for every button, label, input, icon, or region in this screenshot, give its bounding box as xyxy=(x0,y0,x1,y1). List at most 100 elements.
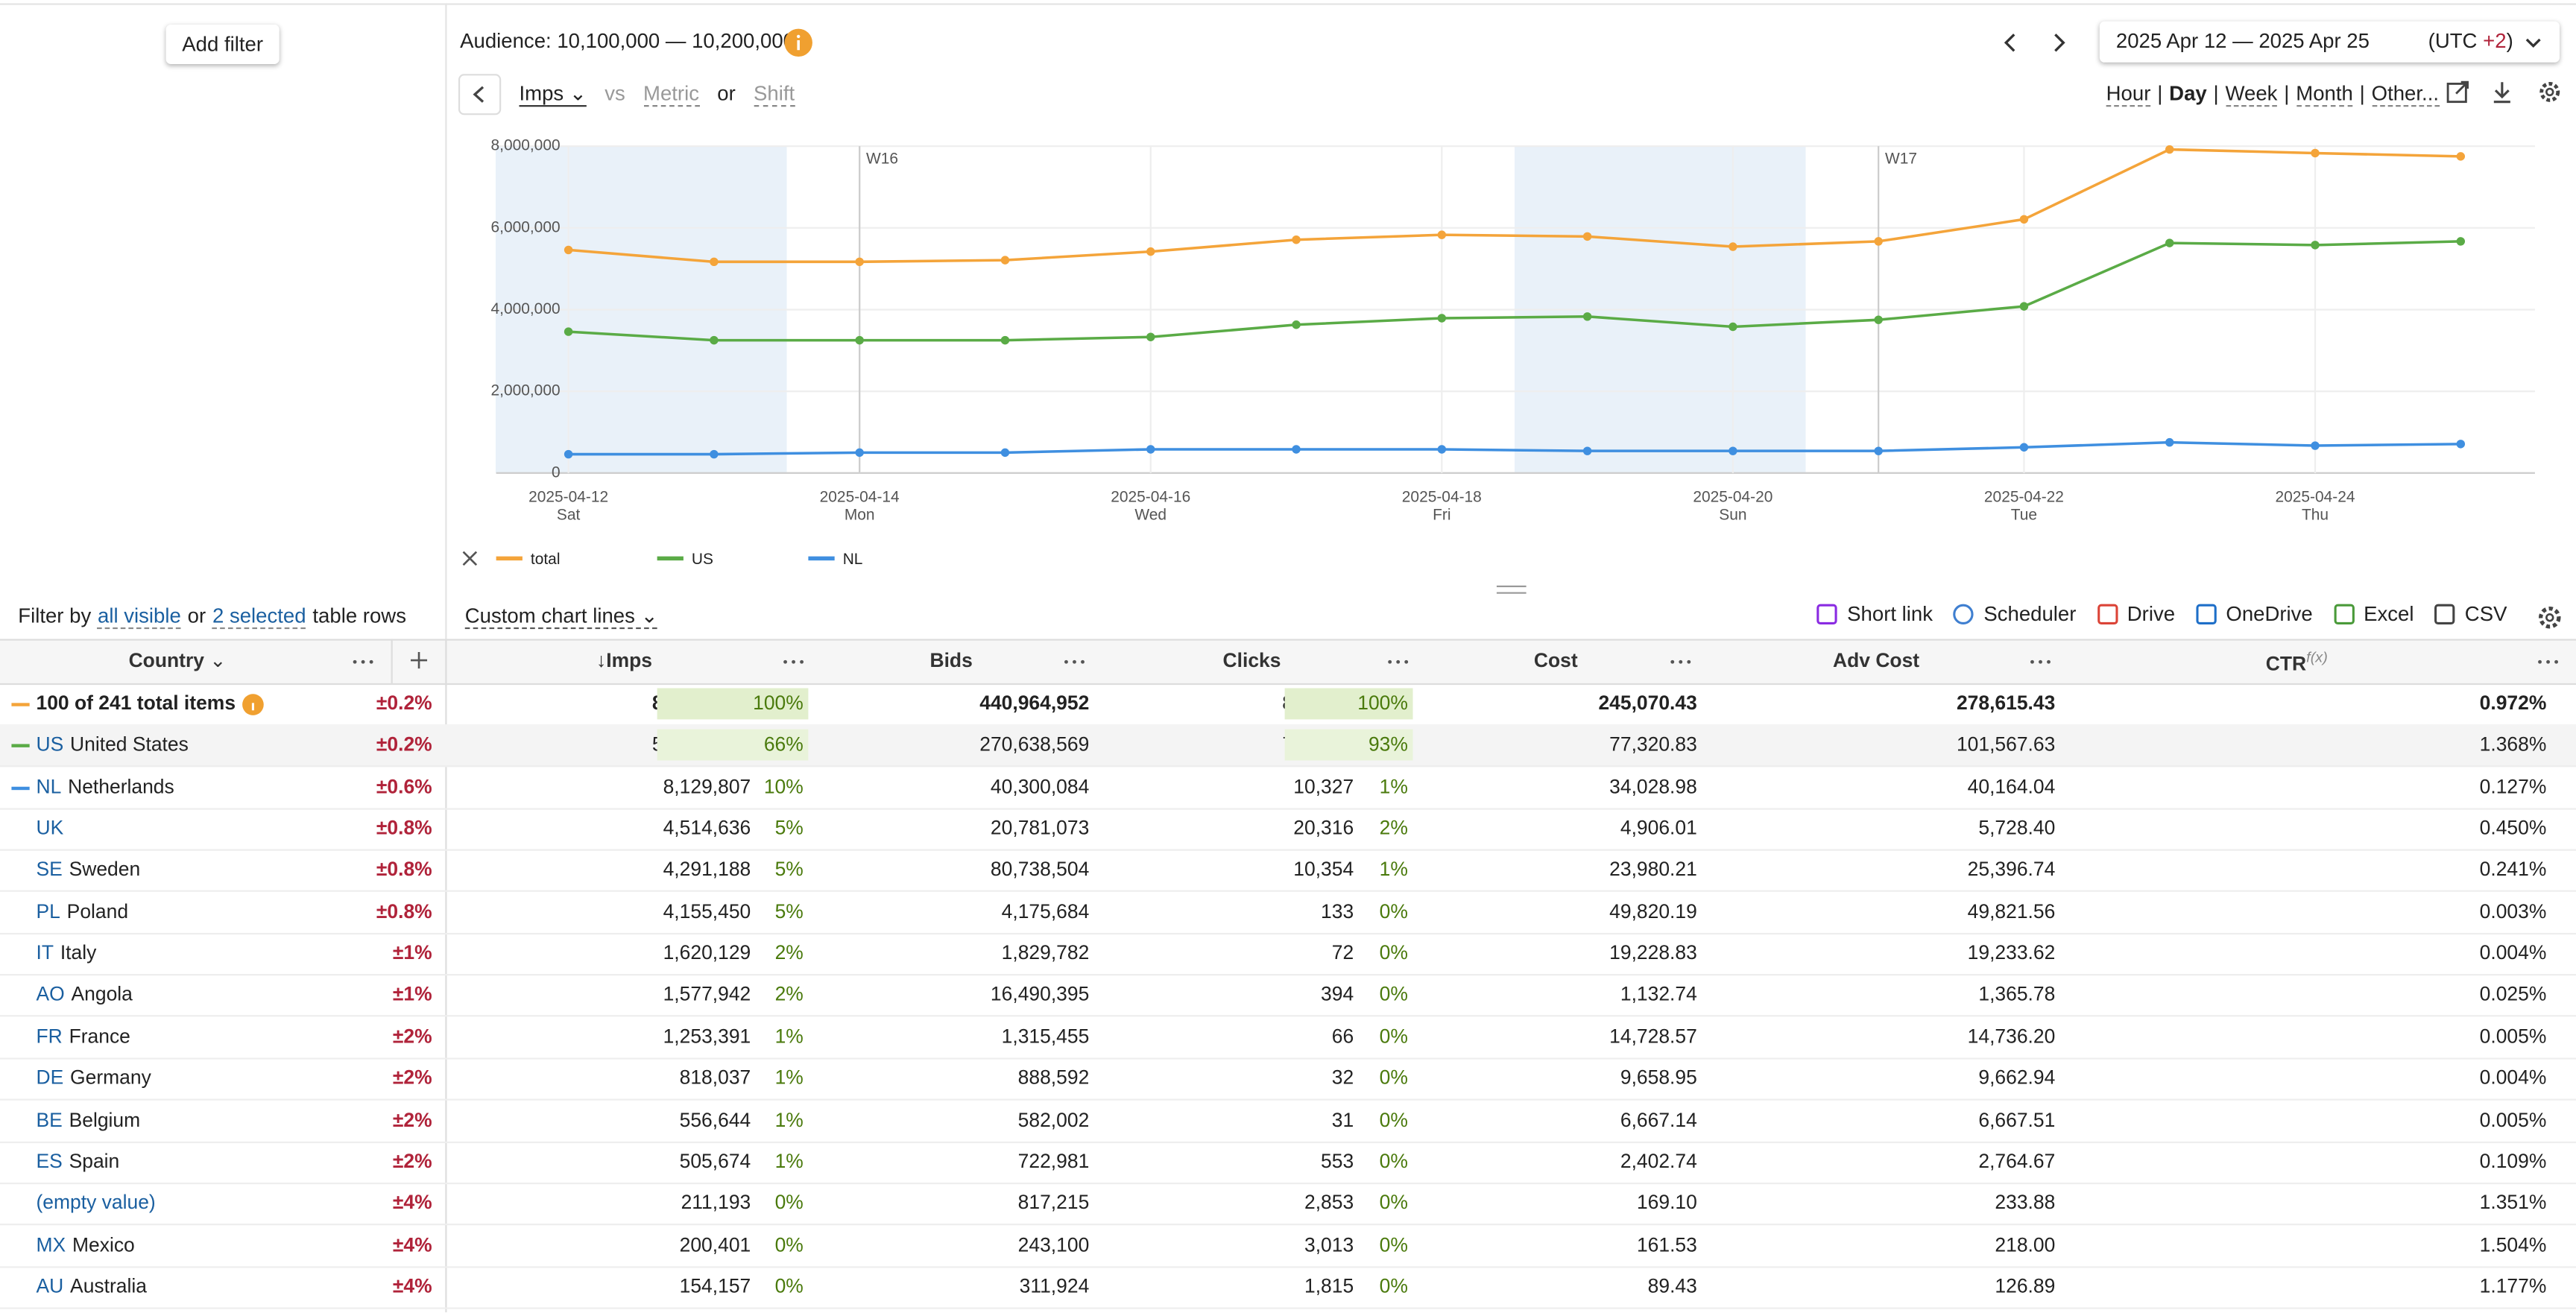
share-highlight xyxy=(1284,730,1413,762)
series-line xyxy=(568,148,2461,264)
ctr-cell: 0.972% xyxy=(2479,691,2547,715)
country-cell: AO Angola xyxy=(36,975,132,1016)
y-tick-label: 8,000,000 xyxy=(491,137,561,154)
table-row[interactable]: BE Belgium ±2% 556,644 1% 582,002 31 0% 6,667.14… xyxy=(0,1100,2576,1142)
separator: | xyxy=(2213,82,2219,106)
column-menu[interactable] xyxy=(352,657,375,667)
legend-label: total xyxy=(531,551,561,568)
err-cell: ±0.8% xyxy=(376,858,432,882)
granularity-option[interactable]: Other... xyxy=(2371,82,2440,107)
column-header[interactable]: CTRf(x) xyxy=(2198,649,2395,675)
resize-handle[interactable] xyxy=(1495,583,1528,596)
column-header[interactable]: Adv Cost xyxy=(1778,649,1974,672)
granularity-option[interactable]: Hour xyxy=(2106,82,2151,107)
table-row[interactable]: 100 of 241 total items±0.2%84,448,945100… xyxy=(0,683,2576,727)
x-tick-weekday: Sat xyxy=(557,507,581,524)
point xyxy=(2019,215,2029,224)
imps-cell: 154,157 xyxy=(679,1274,751,1297)
country-code: AU xyxy=(36,1274,64,1297)
granularity-option[interactable]: Week xyxy=(2225,82,2278,107)
metric-select[interactable]: Imps ⌄ xyxy=(519,80,587,107)
table-row[interactable]: IT Italy ±1% 1,620,129 2% 1,829,782 72 0% 19,228… xyxy=(0,933,2576,976)
back-button[interactable] xyxy=(458,74,503,116)
country-name: Belgium xyxy=(69,1107,141,1131)
chart-tools[interactable] xyxy=(2441,77,2566,110)
table-row[interactable]: MX Mexico ±4% 200,401 0% 243,100 3,013 0% 161.53… xyxy=(0,1224,2576,1268)
clear-lines[interactable] xyxy=(460,548,479,568)
clicks-cell: 394 xyxy=(1321,983,1354,1006)
export-action[interactable]: OneDrive xyxy=(2195,603,2313,626)
clicks-cell: 133 xyxy=(1321,899,1354,923)
country-name: 100 of 241 total items xyxy=(36,691,236,715)
table-row[interactable]: ES Spain ±2% 505,674 1% 722,981 553 0% 2,402.74 2… xyxy=(0,1142,2576,1184)
export-action[interactable]: Short link xyxy=(1816,603,1933,626)
point xyxy=(710,257,719,267)
table-row[interactable]: NL Netherlands ±0.6% 8,129,807 10% 40,300,084… xyxy=(0,767,2576,809)
column-menu[interactable] xyxy=(2029,657,2052,667)
column-menu[interactable] xyxy=(1386,657,1409,667)
x-tick-weekday: Wed xyxy=(1134,507,1167,524)
shift-select[interactable]: Shift xyxy=(754,82,795,107)
column-header[interactable]: Clicks xyxy=(1153,649,1350,672)
table-row[interactable]: AO Angola ±1% 1,577,942 2% 16,490,395 394 0% 1,1… xyxy=(0,975,2576,1018)
icon-shape xyxy=(1954,604,1974,624)
table-row[interactable]: (empty value) ±4% 211,193 0% 817,215 2,853 0% 1… xyxy=(0,1183,2576,1226)
adv-cost-cell: 19,233.62 xyxy=(1967,941,2056,965)
table-row[interactable]: FR France ±2% 1,253,391 1% 1,315,455 66 0% 14,72… xyxy=(0,1016,2576,1060)
column-menu[interactable] xyxy=(1063,657,1086,667)
granularity-option[interactable]: Day xyxy=(2169,82,2207,106)
x-tick-label: 2025-04-22 xyxy=(1984,488,2064,505)
point xyxy=(1292,235,1301,244)
add-column[interactable] xyxy=(409,651,429,670)
point xyxy=(1146,445,1155,454)
column-menu[interactable] xyxy=(782,657,805,667)
metric2-select[interactable]: Metric xyxy=(643,82,700,107)
selected-link[interactable]: 2 selected xyxy=(212,604,306,630)
custom-lines-label: Custom chart lines xyxy=(464,604,635,627)
table-row[interactable]: AU Australia ±4% 154,157 0% 311,924 1,815 0% 89.… xyxy=(0,1266,2576,1309)
table-row[interactable]: UK ±0.8% 4,514,636 5% 20,781,073 20,316 2% 4,90… xyxy=(0,809,2576,851)
bids-cell: 80,738,504 xyxy=(990,858,1090,882)
period-arrows[interactable] xyxy=(1995,26,2077,59)
column-header[interactable]: Bids xyxy=(853,649,1049,672)
column-header[interactable]: ↓Imps xyxy=(525,649,722,672)
column-header[interactable]: Country ⌄ xyxy=(79,649,276,672)
x-tick-label: 2025-04-16 xyxy=(1111,488,1190,505)
column-menu[interactable] xyxy=(1669,657,1692,667)
column-menu[interactable] xyxy=(2536,657,2560,667)
column-title: Bids xyxy=(929,648,973,672)
export-action[interactable]: Excel xyxy=(2332,603,2414,626)
granularity-option[interactable]: Month xyxy=(2296,82,2353,107)
point xyxy=(1437,230,1447,239)
country-cell: NL Netherlands xyxy=(36,767,174,808)
date-picker[interactable]: 2025 Apr 12 — 2025 Apr 25 (UTC +2) xyxy=(2100,22,2560,63)
bids-cell: 40,300,084 xyxy=(990,774,1090,798)
country-cell: US United States xyxy=(36,725,188,766)
imps-pct-cell: 2% xyxy=(774,983,804,1006)
ctr-cell: 0.005% xyxy=(2479,1107,2547,1131)
export-action[interactable]: Scheduler xyxy=(1952,603,2076,626)
point xyxy=(1582,312,1592,321)
adv-cost-cell: 49,821.56 xyxy=(1967,899,2056,923)
point xyxy=(855,335,864,345)
add-filter-button[interactable]: Add filter xyxy=(166,25,280,64)
imps-cell: 818,037 xyxy=(679,1066,751,1089)
custom-chart-lines[interactable]: Custom chart lines ⌄ xyxy=(464,603,658,630)
table-row[interactable]: PL Poland ±0.8% 4,155,450 5% 4,175,684 133 0% 49… xyxy=(0,891,2576,934)
metric-bar: Imps ⌄ vs Metric or Shift xyxy=(519,80,795,107)
export-action[interactable]: Drive xyxy=(2096,603,2175,626)
audience-label: Audience: 10,100,000 — 10,200,000 xyxy=(460,29,795,53)
info-icon[interactable] xyxy=(783,28,813,57)
table-row[interactable]: SE Sweden ±0.8% 4,291,188 5% 80,738,504 10,354… xyxy=(0,850,2576,893)
export-action[interactable]: CSV xyxy=(2434,603,2507,626)
table-row[interactable]: DE Germany ±2% 818,037 1% 888,592 32 0% 9,658.95… xyxy=(0,1058,2576,1101)
x-tick-label: 2025-04-20 xyxy=(1693,488,1772,505)
export-actions: Short link Scheduler Drive OneDrive Excel CSV xyxy=(1816,603,2507,626)
table-settings[interactable] xyxy=(2535,603,2565,633)
all-visible-link[interactable]: all visible xyxy=(98,604,181,630)
adv-cost-cell: 40,164.04 xyxy=(1967,774,2056,798)
action-icon xyxy=(2097,604,2118,624)
column-header[interactable]: Cost xyxy=(1457,649,1654,672)
metric[interactable]: Imps xyxy=(519,82,564,106)
